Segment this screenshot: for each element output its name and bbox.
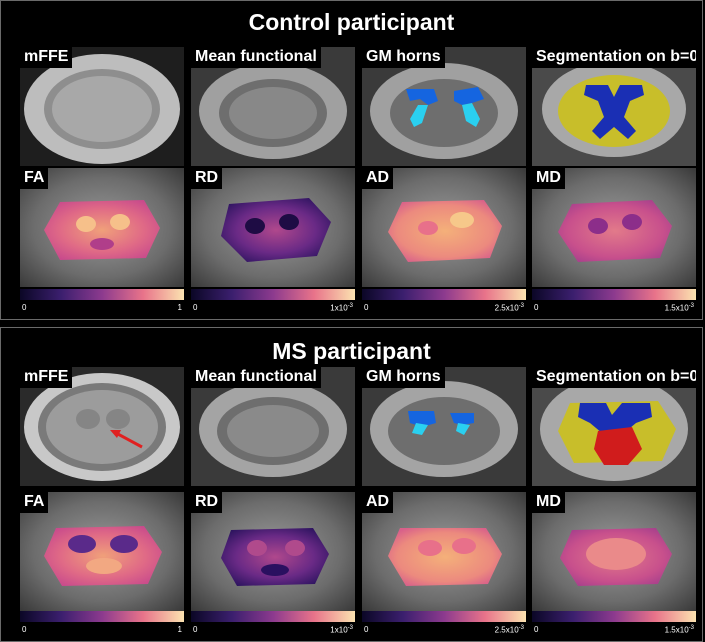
tile-label: mFFE xyxy=(20,367,73,388)
mffe-image: mFFE xyxy=(20,367,184,486)
tile-label: MD xyxy=(532,492,565,513)
tile-label: Segmentation on b=0 xyxy=(532,367,696,388)
ad-map: AD xyxy=(362,168,526,287)
ad-map: AD xyxy=(362,492,526,611)
colorbar xyxy=(362,289,526,300)
colorbar-labels: 0 1 xyxy=(22,303,182,312)
segmentation-image: Segmentation on b=0 xyxy=(532,47,696,166)
gm-horns-image: GM horns xyxy=(362,367,526,486)
panel-title: Control participant xyxy=(248,9,455,35)
tile-label: Mean functional xyxy=(191,47,321,68)
tile-label: FA xyxy=(20,492,49,513)
colorbar-labels: 0 1x10-3 xyxy=(193,625,353,635)
colorbar xyxy=(191,611,355,622)
mffe-image: mFFE xyxy=(20,47,184,166)
fa-map: FA xyxy=(20,168,184,287)
colorbar-labels: 0 1.5x10-3 xyxy=(534,625,694,635)
tile-label: MD xyxy=(532,168,565,189)
colorbar xyxy=(532,289,696,300)
mean-functional-image: Mean functional xyxy=(191,47,355,166)
tile-label: GM horns xyxy=(362,367,445,388)
md-map: MD xyxy=(532,168,696,287)
tile-label: AD xyxy=(362,168,394,189)
tile-label: RD xyxy=(191,492,223,513)
tile-label: Segmentation on b=0 xyxy=(532,47,696,68)
md-map: MD xyxy=(532,492,696,611)
tile-label: FA xyxy=(20,168,49,189)
rd-map: RD xyxy=(191,492,355,611)
rd-map: RD xyxy=(191,168,355,287)
colorbar xyxy=(362,611,526,622)
panel-title: MS participant xyxy=(272,338,431,364)
colorbar-labels: 0 2.5x10-3 xyxy=(364,625,524,635)
control-panel: Control participant mFFE Mean functional… xyxy=(0,0,703,320)
segmentation-image: Segmentation on b=0 xyxy=(532,367,696,486)
fa-map: FA xyxy=(20,492,184,611)
tile-label: AD xyxy=(362,492,394,513)
colorbar-labels: 0 1.5x10-3 xyxy=(534,303,694,313)
ms-panel: MS participant mFFE Mean functional G xyxy=(0,327,703,642)
colorbar xyxy=(191,289,355,300)
tile-label: RD xyxy=(191,168,223,189)
colorbar xyxy=(20,611,184,622)
tile-label: Mean functional xyxy=(191,367,321,388)
colorbar xyxy=(20,289,184,300)
colorbar-labels: 0 1x10-3 xyxy=(193,303,353,313)
gm-horns-image: GM horns xyxy=(362,47,526,166)
tile-label: GM horns xyxy=(362,47,445,68)
mean-functional-image: Mean functional xyxy=(191,367,355,486)
colorbar xyxy=(532,611,696,622)
tile-label: mFFE xyxy=(20,47,73,68)
colorbar-labels: 0 2.5x10-3 xyxy=(364,303,524,313)
colorbar-labels: 0 1 xyxy=(22,625,182,634)
